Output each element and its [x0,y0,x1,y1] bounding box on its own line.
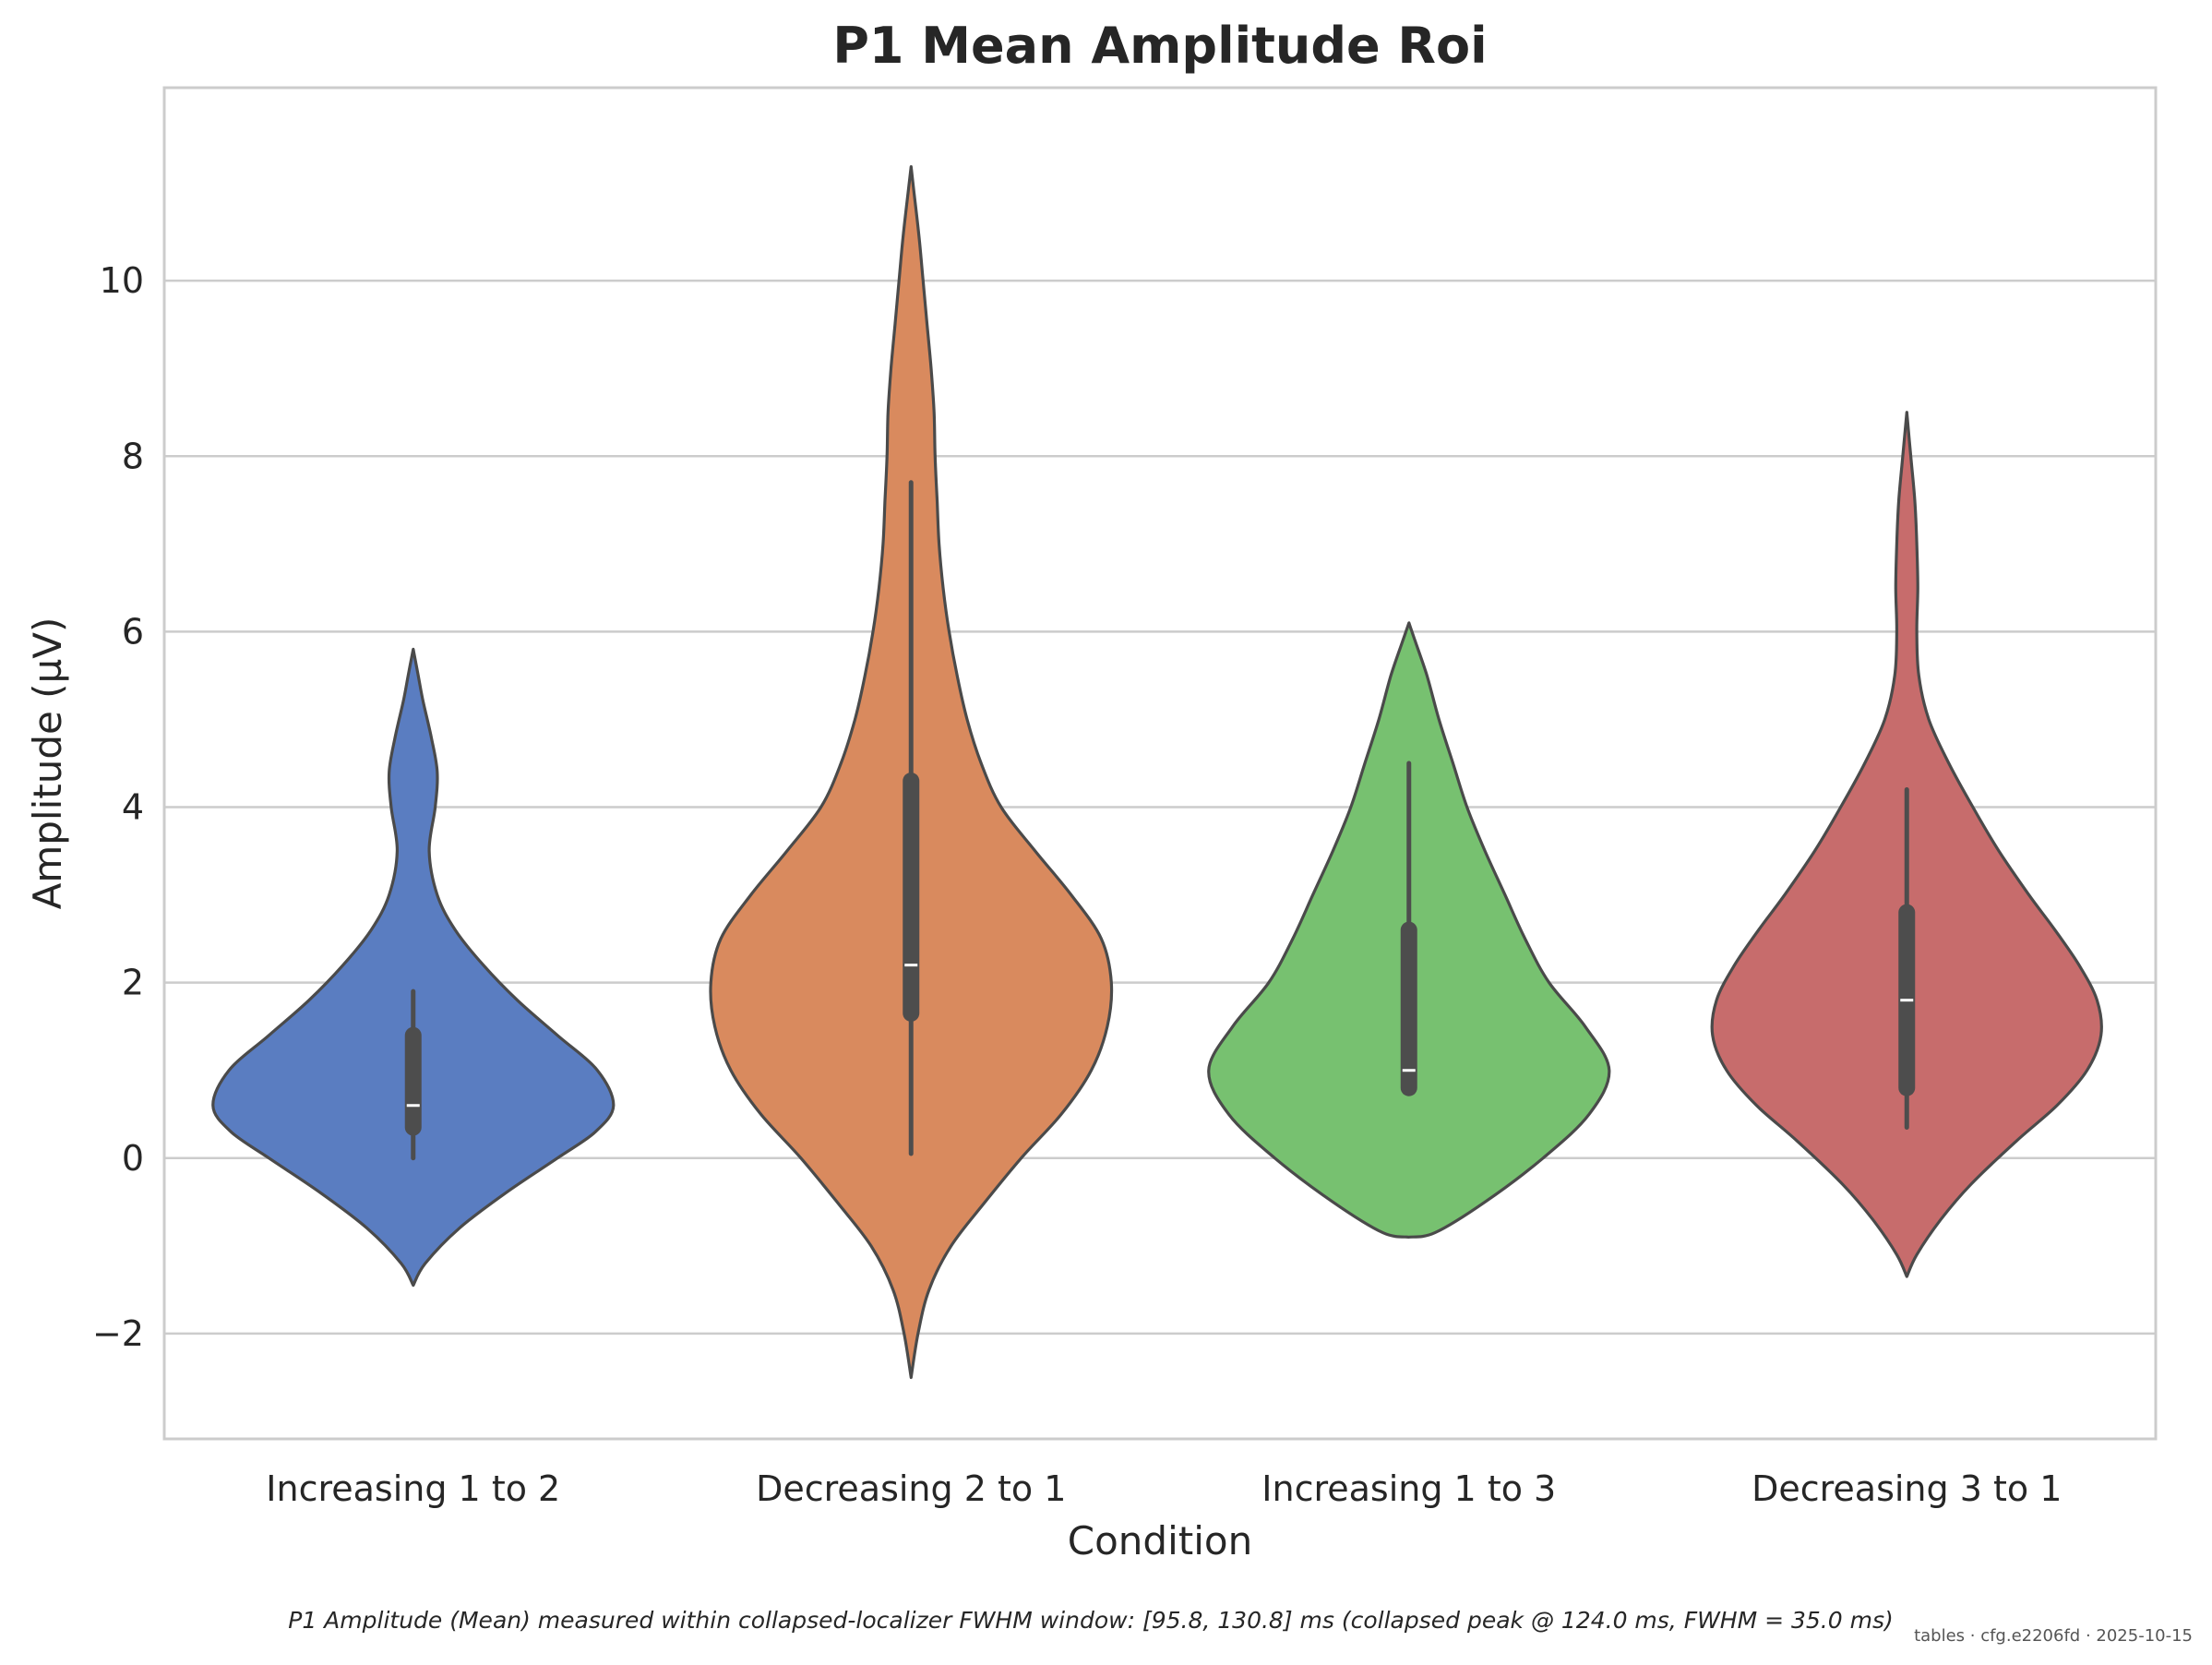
x-axis-label: Condition [1068,1518,1252,1563]
y-tick-labels: −2 0 2 4 6 8 10 [92,260,144,1354]
y-tick-label: 8 [122,436,144,476]
x-tick-labels: Increasing 1 to 2 Decreasing 2 to 1 Increa… [266,1468,2062,1509]
y-tick-label: 2 [122,963,144,1003]
violin-1 [211,647,616,1288]
y-tick-label: −2 [92,1313,144,1354]
plot-frame [162,86,2158,1441]
x-tick-label: Increasing 1 to 3 [1261,1468,1556,1509]
chart-title: P1 Mean Amplitude Roi [832,17,1487,75]
violins [211,165,2103,1380]
x-tick-label: Increasing 1 to 2 [266,1468,560,1509]
chart-footer: tables · cfg.e2206fd · 2025-10-15 [1914,1626,2193,1646]
x-tick-label: Decreasing 3 to 1 [1752,1468,2062,1509]
violin-2 [709,165,1114,1380]
y-tick-label: 4 [122,787,144,828]
violin-4 [1710,411,2103,1278]
y-tick-label: 10 [100,260,144,301]
y-tick-label: 0 [122,1138,144,1179]
violin-body [211,647,616,1288]
chart-caption: P1 Amplitude (Mean) measured within coll… [288,1607,1894,1634]
y-tick-label: 6 [122,611,144,652]
violin-3 [1207,621,1611,1239]
x-tick-label: Decreasing 2 to 1 [756,1468,1066,1509]
y-axis-label: Amplitude (µV) [25,617,70,910]
